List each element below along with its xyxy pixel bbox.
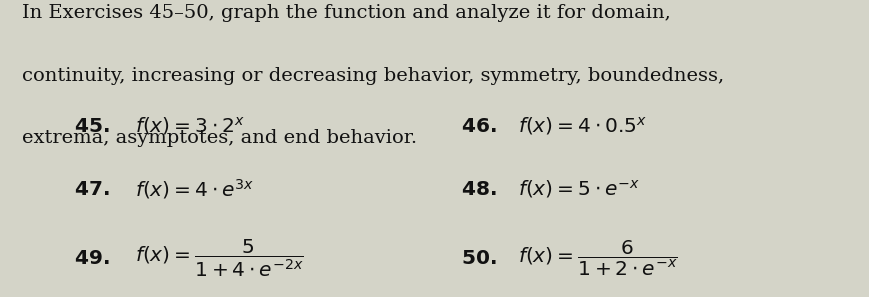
Text: $\mathbf{49.}$: $\mathbf{49.}$: [74, 248, 109, 268]
Text: extrema, asymptotes, and end behavior.: extrema, asymptotes, and end behavior.: [22, 129, 416, 147]
Text: continuity, increasing or decreasing behavior, symmetry, boundedness,: continuity, increasing or decreasing beh…: [22, 67, 723, 85]
Text: In Exercises 45–50, graph the function and analyze it for domain,: In Exercises 45–50, graph the function a…: [22, 4, 670, 23]
Text: $f(x) = \dfrac{6}{1 + 2 \cdot e^{-x}}$: $f(x) = \dfrac{6}{1 + 2 \cdot e^{-x}}$: [517, 238, 677, 278]
Text: $\mathbf{50.}$: $\mathbf{50.}$: [461, 248, 496, 268]
Text: $f(x) = \dfrac{5}{1 + 4 \cdot e^{-2x}}$: $f(x) = \dfrac{5}{1 + 4 \cdot e^{-2x}}$: [135, 238, 303, 279]
Text: $f(x) = 4 \cdot e^{3x}$: $f(x) = 4 \cdot e^{3x}$: [135, 177, 254, 200]
Text: $\mathbf{45.}$: $\mathbf{45.}$: [74, 116, 109, 136]
Text: $\mathbf{47.}$: $\mathbf{47.}$: [74, 178, 109, 199]
Text: $f(x) = 3 \cdot 2^x$: $f(x) = 3 \cdot 2^x$: [135, 115, 244, 137]
Text: $f(x) = 5 \cdot e^{-x}$: $f(x) = 5 \cdot e^{-x}$: [517, 178, 639, 200]
Text: $f(x) = 4 \cdot 0.5^x$: $f(x) = 4 \cdot 0.5^x$: [517, 115, 646, 137]
Text: $\mathbf{48.}$: $\mathbf{48.}$: [461, 178, 496, 199]
Text: $\mathbf{46.}$: $\mathbf{46.}$: [461, 116, 496, 136]
